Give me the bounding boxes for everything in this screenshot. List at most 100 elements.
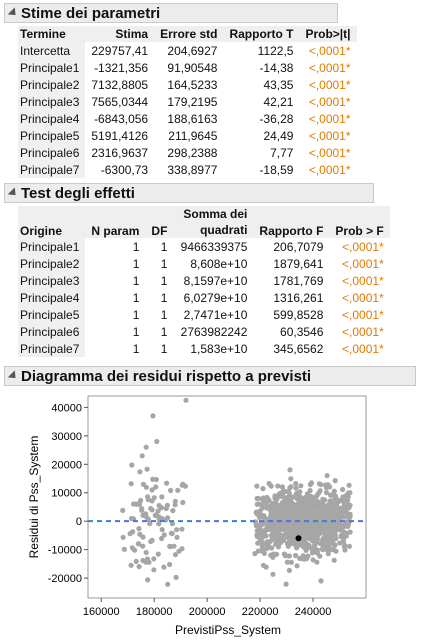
data-point — [341, 529, 347, 535]
data-point — [308, 536, 314, 542]
data-point — [161, 564, 167, 570]
data-point — [293, 485, 299, 491]
residual-plot[interactable]: -20000 -10000 0 10000 20000 30000 40000 160000… — [0, 390, 438, 640]
data-point — [305, 553, 311, 559]
value-cell: 1879,641 — [273, 256, 324, 271]
data-point — [345, 522, 351, 528]
data-point — [150, 476, 156, 482]
data-point — [257, 521, 264, 527]
effects-col-header: N param — [85, 206, 146, 238]
data-point — [172, 552, 179, 558]
params-section-header[interactable]: Stime dei parametri — [4, 3, 338, 23]
data-point — [156, 521, 162, 527]
effects-col-header: Somma dei quadrati — [173, 206, 254, 238]
value-cell: 1 — [160, 239, 168, 254]
effects-section-title: Test degli effetti — [21, 184, 135, 202]
table-row: Principale5 1 1 2,7471e+10 599,8528 <,0001* — [18, 306, 390, 323]
value-cell: 2763982242 — [180, 324, 248, 339]
data-point — [135, 541, 142, 547]
value-cell: <,0001* — [308, 162, 351, 177]
x-axis-label: PrevistiPss_System — [175, 623, 281, 637]
data-point — [303, 532, 309, 538]
data-point — [319, 515, 326, 522]
table-row: Principale6 1 1 2763982242 60,3546 <,0001* — [18, 323, 390, 340]
data-point — [180, 481, 186, 487]
value-cell: <,0001* — [342, 273, 384, 288]
data-point — [140, 512, 146, 518]
value-cell: 2,7471e+10 — [183, 307, 248, 322]
term-cell: Principale3 — [18, 93, 86, 110]
disclosure-triangle-icon[interactable] — [5, 184, 19, 202]
value-cell: 1781,769 — [273, 273, 324, 288]
data-point — [257, 508, 263, 514]
effects-col-header: DF — [145, 206, 174, 238]
value-cell: <,0001* — [308, 77, 351, 92]
value-cell: 1,583e+10 — [190, 341, 248, 356]
data-point — [331, 557, 337, 563]
data-point — [316, 490, 322, 496]
data-point — [293, 540, 299, 546]
disclosure-triangle-icon[interactable] — [5, 367, 19, 385]
value-cell: 1122,5 — [257, 43, 294, 58]
data-point — [313, 494, 319, 500]
y-axis-label: Residui di Pss_System — [27, 436, 41, 559]
data-point — [340, 497, 346, 503]
value-cell: -36,28 — [259, 111, 294, 126]
disclosure-triangle-icon[interactable] — [5, 4, 19, 22]
params-col-header: Prob>|t| — [299, 26, 357, 42]
data-point — [296, 503, 302, 509]
y-tick-label: 30000 — [51, 431, 82, 443]
data-point — [288, 536, 294, 542]
data-point — [260, 513, 267, 519]
plot-section-header[interactable]: Diagramma dei residui rispetto a previst… — [4, 366, 416, 386]
data-point — [327, 537, 333, 544]
value-cell: 6,0279e+10 — [183, 290, 248, 305]
value-cell: <,0001* — [342, 341, 384, 356]
value-cell: 204,6927 — [167, 43, 218, 58]
data-point — [140, 543, 146, 549]
data-point — [287, 467, 293, 473]
table-row: Principale7 -6300,73 338,8977 -18,59 <,0001* — [18, 161, 357, 178]
effects-col-header: Origine — [18, 206, 86, 238]
value-cell: <,0001* — [342, 256, 384, 271]
data-point — [167, 561, 173, 568]
data-point — [318, 578, 324, 584]
data-point — [294, 563, 300, 569]
value-cell: 1 — [160, 273, 168, 288]
data-point — [325, 544, 331, 550]
source-cell: Principale1 — [18, 238, 86, 255]
value-cell: -1321,356 — [94, 60, 149, 75]
data-point — [331, 488, 337, 494]
data-point — [292, 494, 299, 500]
data-point — [330, 527, 336, 533]
effects-col-header: Rapporto F — [253, 206, 330, 238]
data-point — [140, 534, 146, 540]
data-point — [262, 528, 268, 534]
value-cell: 1 — [160, 324, 168, 339]
x-tick-label: 220000 — [242, 606, 279, 618]
data-point — [283, 581, 289, 587]
data-point — [129, 545, 135, 551]
data-point — [332, 515, 338, 521]
data-point — [149, 498, 155, 504]
data-point — [254, 495, 260, 502]
value-cell: 345,6562 — [273, 341, 324, 356]
x-axis: 160000 180000 200000 220000 240000 — [83, 598, 331, 618]
data-point — [272, 533, 278, 539]
params-col-header: Stima — [85, 26, 155, 42]
data-point — [176, 548, 182, 554]
data-point — [161, 532, 167, 538]
value-cell: 7132,8805 — [91, 77, 149, 92]
value-cell: 179,2195 — [167, 94, 218, 109]
data-point — [281, 551, 287, 557]
data-point — [316, 531, 322, 537]
effects-section-header[interactable]: Test degli effetti — [4, 183, 374, 203]
data-point — [273, 525, 279, 531]
value-cell: 7565,0344 — [91, 94, 149, 109]
value-cell: <,0001* — [342, 324, 384, 339]
table-row: Principale4 1 1 6,0279e+10 1316,261 <,0001* — [18, 289, 390, 306]
table-row: Principale1 1 1 9466339375 206,7079 <,0001* — [18, 238, 390, 255]
data-point — [143, 444, 149, 450]
data-point — [342, 508, 348, 514]
data-point — [180, 499, 186, 506]
